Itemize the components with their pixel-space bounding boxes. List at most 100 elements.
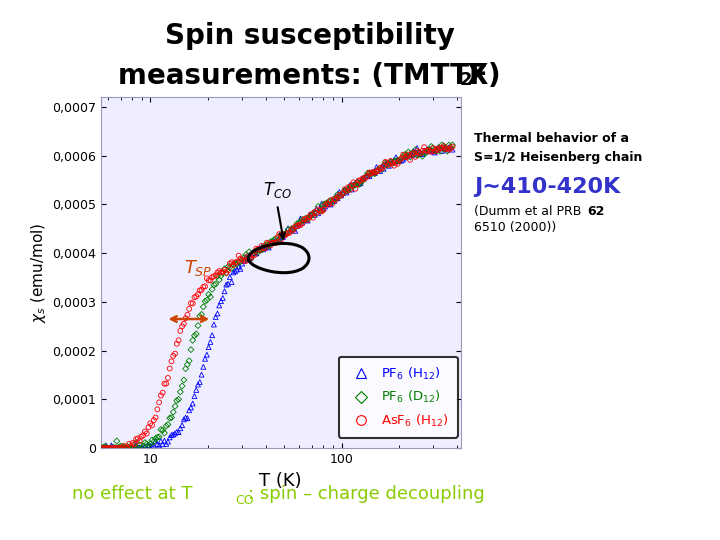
- Point: [95, 444, 107, 453]
- Text: Spin susceptibility: Spin susceptibility: [165, 22, 454, 50]
- Point: [426, 146, 437, 154]
- Point: [446, 140, 458, 149]
- Point: [199, 282, 211, 291]
- Point: [397, 153, 409, 161]
- Point: [362, 168, 374, 177]
- Point: [307, 210, 319, 219]
- Text: 2: 2: [459, 71, 472, 89]
- Point: [178, 376, 189, 384]
- Point: [231, 258, 243, 266]
- Point: [224, 259, 235, 268]
- Point: [141, 440, 153, 448]
- Point: [390, 159, 402, 167]
- Point: [256, 243, 267, 252]
- Point: [397, 156, 409, 164]
- Point: [261, 242, 273, 251]
- Point: [139, 442, 150, 451]
- Point: [192, 321, 204, 330]
- Point: [96, 444, 108, 453]
- Point: [258, 245, 269, 254]
- Point: [405, 153, 416, 161]
- Point: [107, 444, 119, 453]
- Point: [362, 171, 374, 180]
- Point: [390, 153, 402, 161]
- Point: [213, 301, 225, 310]
- Point: [251, 249, 262, 258]
- Point: [145, 419, 156, 428]
- Point: [270, 234, 282, 243]
- Point: [376, 165, 387, 174]
- Point: [153, 441, 165, 450]
- Point: [291, 221, 302, 230]
- Point: [106, 444, 117, 453]
- Point: [339, 186, 351, 195]
- Point: [379, 158, 391, 166]
- Point: [187, 399, 199, 408]
- Point: [355, 179, 366, 187]
- Point: [114, 444, 126, 453]
- Point: [176, 421, 188, 429]
- Point: [382, 158, 393, 167]
- Point: [134, 441, 145, 449]
- Point: [266, 239, 278, 247]
- Point: [143, 423, 154, 431]
- Point: [95, 443, 107, 452]
- Point: [366, 169, 377, 178]
- Point: [327, 198, 338, 206]
- Point: [402, 147, 414, 156]
- Point: [220, 268, 232, 277]
- Point: [336, 191, 347, 200]
- Text: J~410-420K: J~410-420K: [474, 177, 620, 197]
- Point: [143, 441, 154, 450]
- Point: [252, 246, 264, 254]
- Point: [194, 286, 205, 295]
- Point: [417, 150, 428, 158]
- Point: [297, 215, 308, 224]
- Point: [318, 206, 329, 214]
- Point: [162, 374, 174, 382]
- Point: [434, 147, 446, 156]
- Text: (Dumm et al PRB: (Dumm et al PRB: [474, 205, 585, 218]
- Point: [271, 238, 283, 246]
- Point: [410, 152, 421, 161]
- Point: [114, 444, 126, 453]
- Point: [246, 253, 257, 262]
- Point: [316, 199, 328, 208]
- Point: [173, 428, 184, 436]
- Point: [236, 259, 248, 268]
- Point: [161, 422, 172, 430]
- Point: [399, 152, 410, 161]
- Point: [431, 147, 442, 156]
- Point: [196, 286, 207, 294]
- Point: [351, 177, 363, 186]
- Point: [123, 440, 135, 448]
- Point: [228, 260, 239, 268]
- Point: [369, 169, 380, 178]
- Point: [411, 147, 423, 156]
- Point: [293, 221, 305, 230]
- Point: [109, 443, 121, 452]
- Point: [401, 152, 413, 160]
- Point: [135, 444, 147, 453]
- Point: [236, 256, 248, 265]
- Point: [219, 287, 230, 295]
- Point: [293, 220, 305, 229]
- Point: [279, 231, 290, 239]
- Point: [243, 253, 255, 262]
- Point: [312, 202, 324, 211]
- Point: [138, 444, 149, 453]
- Point: [353, 180, 364, 188]
- Point: [433, 144, 444, 152]
- Point: [366, 169, 377, 178]
- Point: [337, 189, 348, 198]
- Point: [230, 267, 241, 275]
- X-axis label: T (K): T (K): [259, 471, 302, 490]
- Point: [169, 402, 181, 410]
- Point: [297, 219, 308, 227]
- Point: [356, 174, 368, 183]
- Point: [312, 205, 324, 214]
- Point: [440, 143, 451, 152]
- Point: [360, 172, 372, 181]
- Point: [249, 251, 261, 259]
- Point: [155, 437, 166, 445]
